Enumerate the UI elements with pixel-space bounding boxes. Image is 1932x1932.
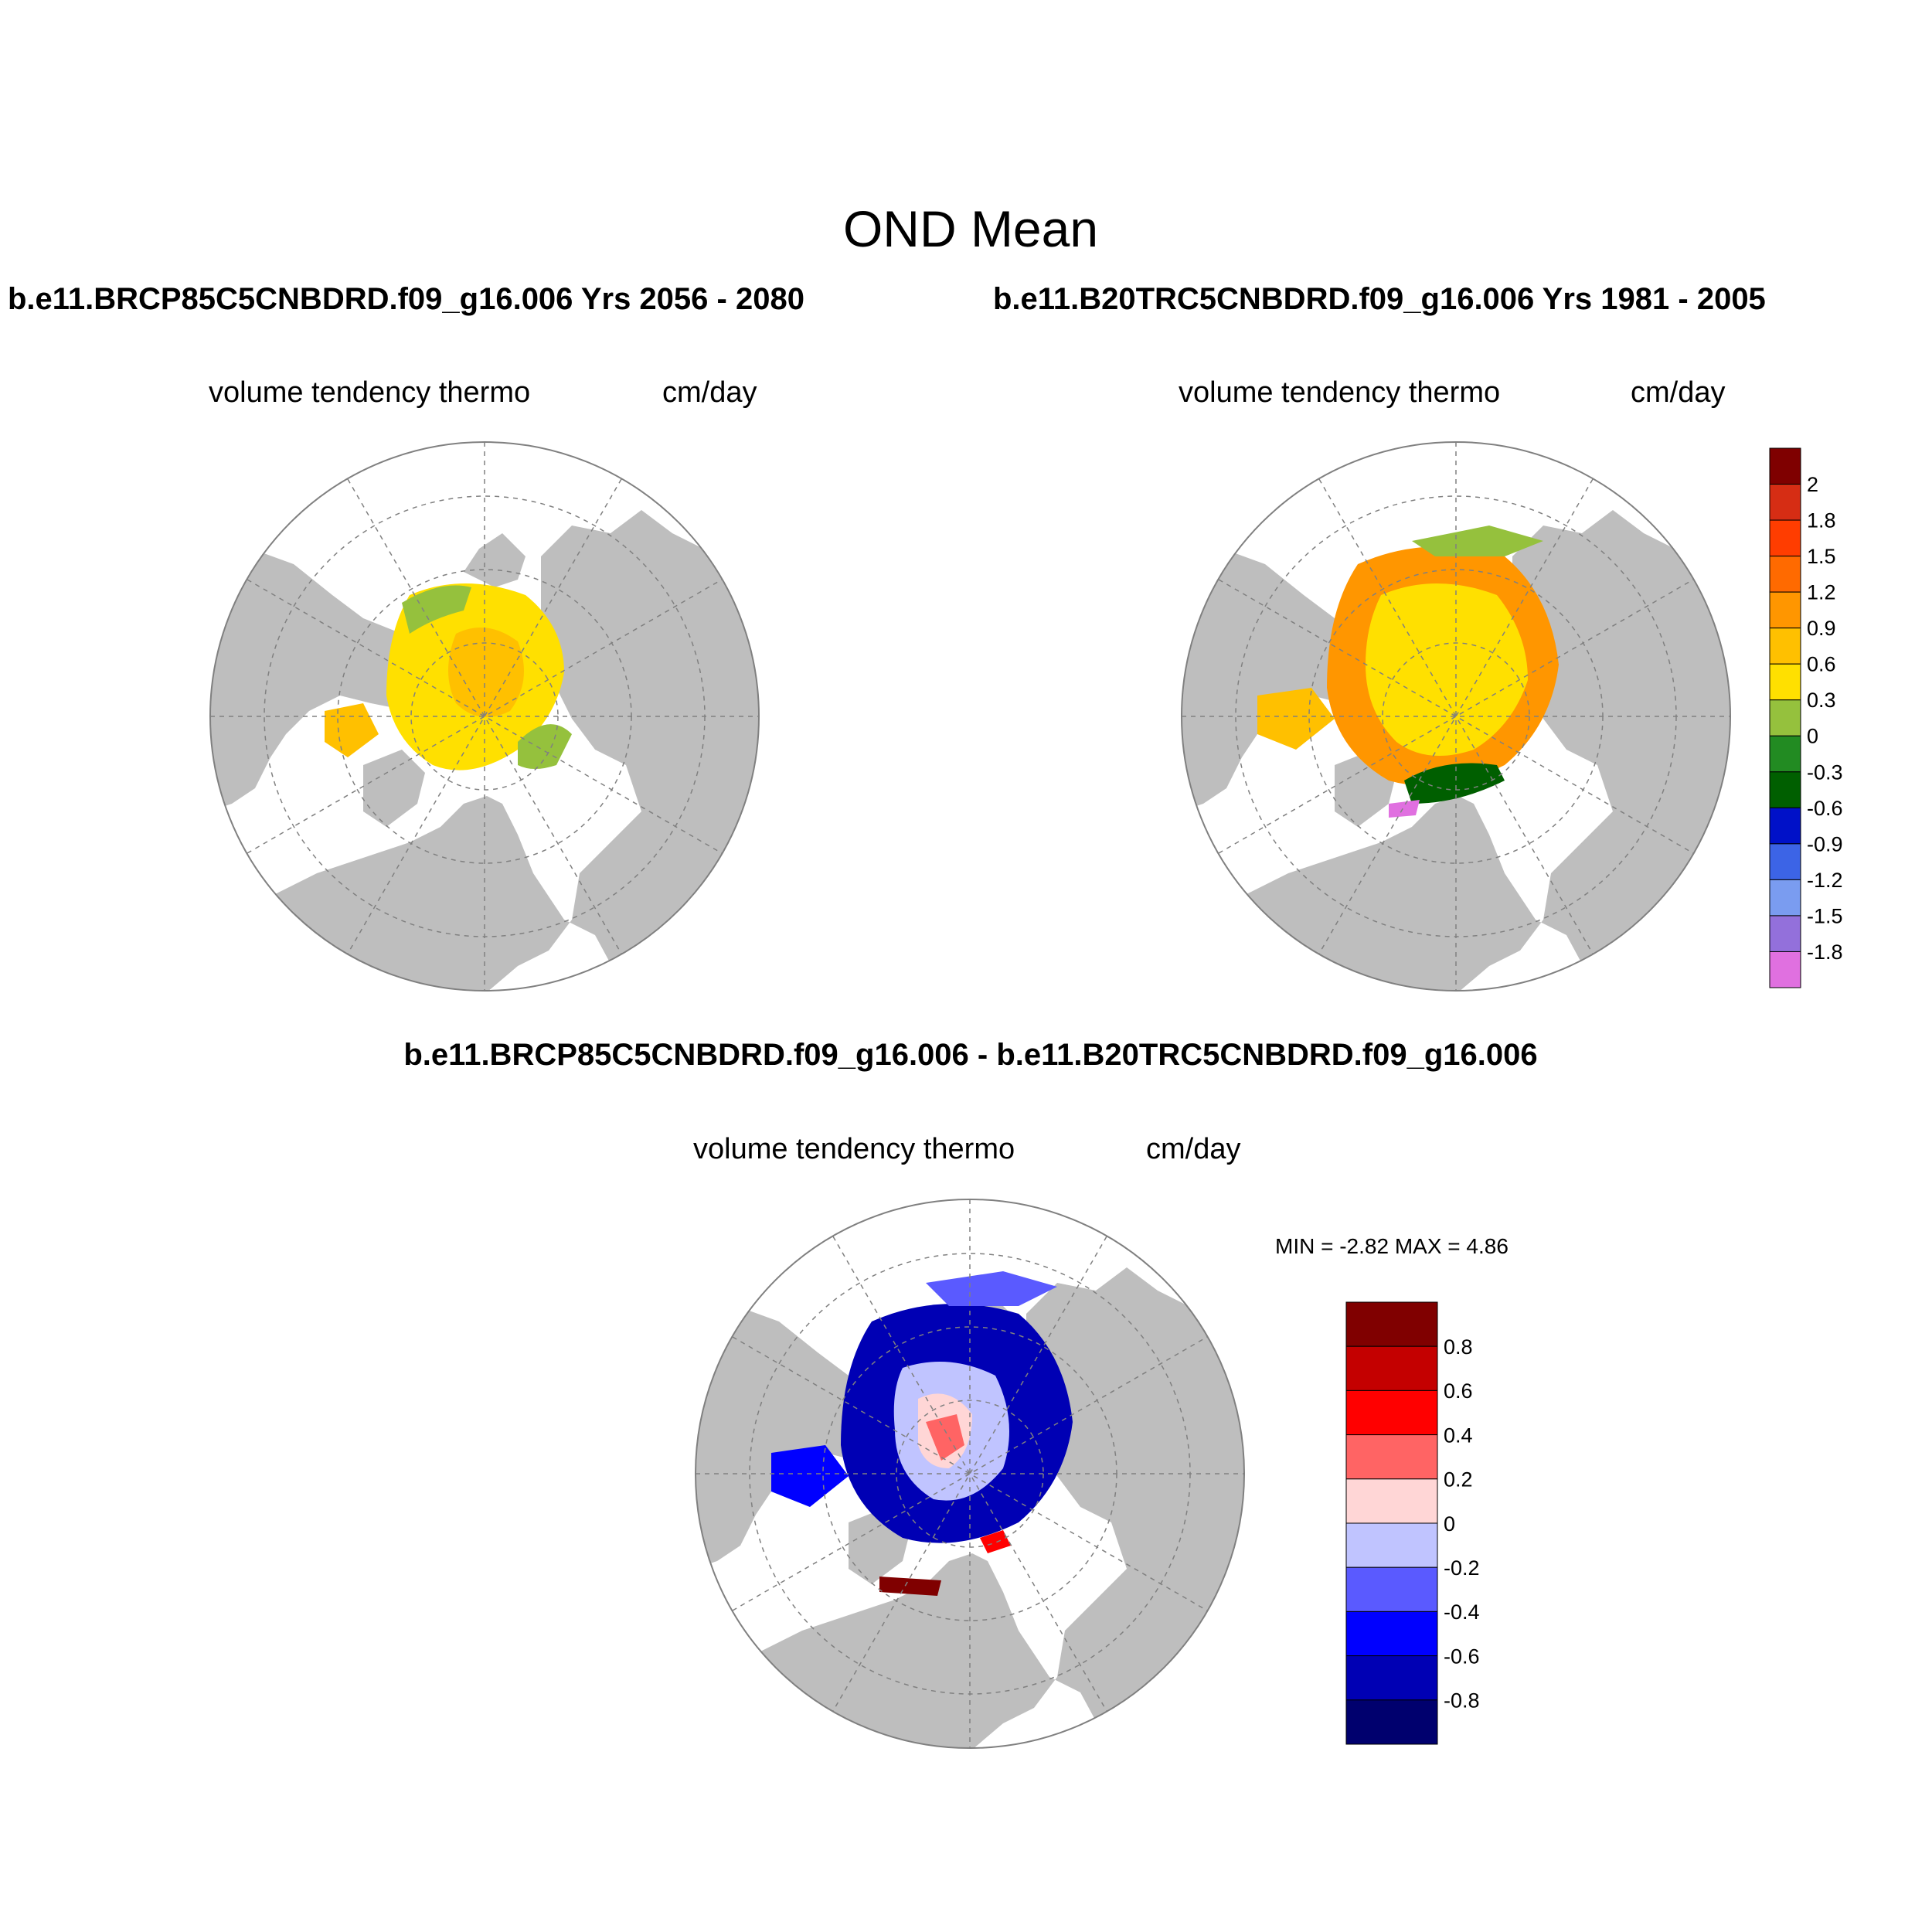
colorbar-swatch <box>1769 735 1801 773</box>
colorbar-difference: 0.8 0.6 0.4 0.2 0 -0.2 -0.4 -0.6 -0.8 <box>1345 1301 1480 1745</box>
colorbar-swatch <box>1345 1478 1438 1524</box>
colorbar-swatch <box>1769 807 1801 845</box>
colorbar-swatch <box>1769 843 1801 880</box>
colorbar-swatch <box>1769 699 1801 736</box>
colorbar-swatch <box>1345 1301 1438 1347</box>
colorbar-swatch <box>1769 879 1801 917</box>
colorbar-swatch <box>1345 1434 1438 1480</box>
colorbar-tick-label: 0.8 <box>1444 1335 1473 1359</box>
colorbar-swatch <box>1769 484 1801 521</box>
colorbar-swatch <box>1345 1655 1438 1701</box>
colorbar-tick-label: -0.9 <box>1807 832 1843 855</box>
graticule <box>210 442 759 991</box>
map-border <box>695 1199 1245 1749</box>
land-masses <box>210 510 759 991</box>
colorbar-tick-label: 2 <box>1807 473 1818 496</box>
colorbar-swatch <box>1769 663 1801 701</box>
colorbar-tick-label: -0.6 <box>1444 1645 1480 1668</box>
map-panel-1 <box>209 441 760 992</box>
panel-2-case-title: b.e11.B20TRC5CNBDRD.f09_g16.006 Yrs 1981… <box>993 282 1766 316</box>
colorbar-tick-label: -1.2 <box>1807 869 1843 892</box>
colorbar-tick-label: 0 <box>1807 725 1818 748</box>
colorbar-swatch <box>1345 1566 1438 1612</box>
colorbar-tick-label: -1.8 <box>1807 940 1843 964</box>
panel-1-variable-label: volume tendency thermo <box>209 376 531 409</box>
panel-3-units-label: cm/day <box>1146 1133 1241 1165</box>
difference-title: b.e11.BRCP85C5CNBDRD.f09_g16.006 - b.e11… <box>403 1038 1538 1072</box>
sea-ice-field <box>325 583 572 770</box>
panel-1-units-label: cm/day <box>662 376 757 409</box>
map-border <box>209 441 760 992</box>
colorbar-swatch <box>1345 1699 1438 1745</box>
panel-2-units-label: cm/day <box>1631 376 1726 409</box>
colorbar-tick-label: 0 <box>1444 1512 1455 1536</box>
figure-title: OND Mean <box>842 200 1099 257</box>
colorbar-swatch <box>1769 556 1801 593</box>
colorbar-tick-label: 0.2 <box>1444 1468 1473 1492</box>
colorbar-swatch <box>1345 1345 1438 1391</box>
panel-1-case-title: b.e11.BRCP85C5CNBDRD.f09_g16.006 Yrs 205… <box>8 282 804 316</box>
colorbar-tick-label: 0.6 <box>1444 1379 1473 1403</box>
colorbar-tick-label: 1.8 <box>1807 509 1836 532</box>
sea-ice-field <box>1257 526 1559 818</box>
colorbar-swatch <box>1769 771 1801 808</box>
colorbar-tick-label: 0.6 <box>1807 653 1836 676</box>
colorbar-swatch <box>1769 951 1801 988</box>
colorbar-swatch <box>1769 447 1801 485</box>
map-panel-3 <box>695 1199 1245 1749</box>
colorbar-swatch <box>1769 519 1801 557</box>
colorbar-swatch <box>1769 591 1801 629</box>
graticule <box>696 1199 1244 1748</box>
colorbar-tick-label: 1.5 <box>1807 545 1836 568</box>
difference-field <box>771 1271 1073 1596</box>
colorbar-tick-label: -0.2 <box>1444 1556 1480 1580</box>
colorbar-tick-label: -0.4 <box>1444 1600 1480 1624</box>
colorbar-tick-label: -0.8 <box>1444 1689 1480 1713</box>
panel-3-variable-label: volume tendency thermo <box>693 1133 1015 1165</box>
colorbar-tick-label: -1.5 <box>1807 904 1843 927</box>
colorbar-tick-label: 0.9 <box>1807 617 1836 640</box>
colorbar-main: 2 1.8 1.5 1.2 0.9 0.6 0.3 0 -0.3 -0.6 -0.9 -1.2 -1.5… <box>1769 447 1843 988</box>
colorbar-tick-label: 0.4 <box>1444 1423 1473 1447</box>
colorbar-tick-label: 1.2 <box>1807 581 1836 604</box>
map-border <box>1181 441 1731 992</box>
colorbar-swatch <box>1345 1611 1438 1657</box>
colorbar-swatch <box>1769 915 1801 952</box>
min-max-label: MIN = -2.82 MAX = 4.86 <box>1275 1234 1509 1258</box>
map-panel-2 <box>1181 441 1731 992</box>
colorbar-swatch <box>1345 1522 1438 1568</box>
colorbar-tick-label: 0.3 <box>1807 689 1836 712</box>
colorbar-swatch <box>1345 1389 1438 1436</box>
panel-2-variable-label: volume tendency thermo <box>1179 376 1501 409</box>
colorbar-tick-label: -0.3 <box>1807 760 1843 784</box>
colorbar-swatch <box>1769 628 1801 665</box>
colorbar-tick-label: -0.6 <box>1807 797 1843 820</box>
graticule <box>1182 442 1730 991</box>
